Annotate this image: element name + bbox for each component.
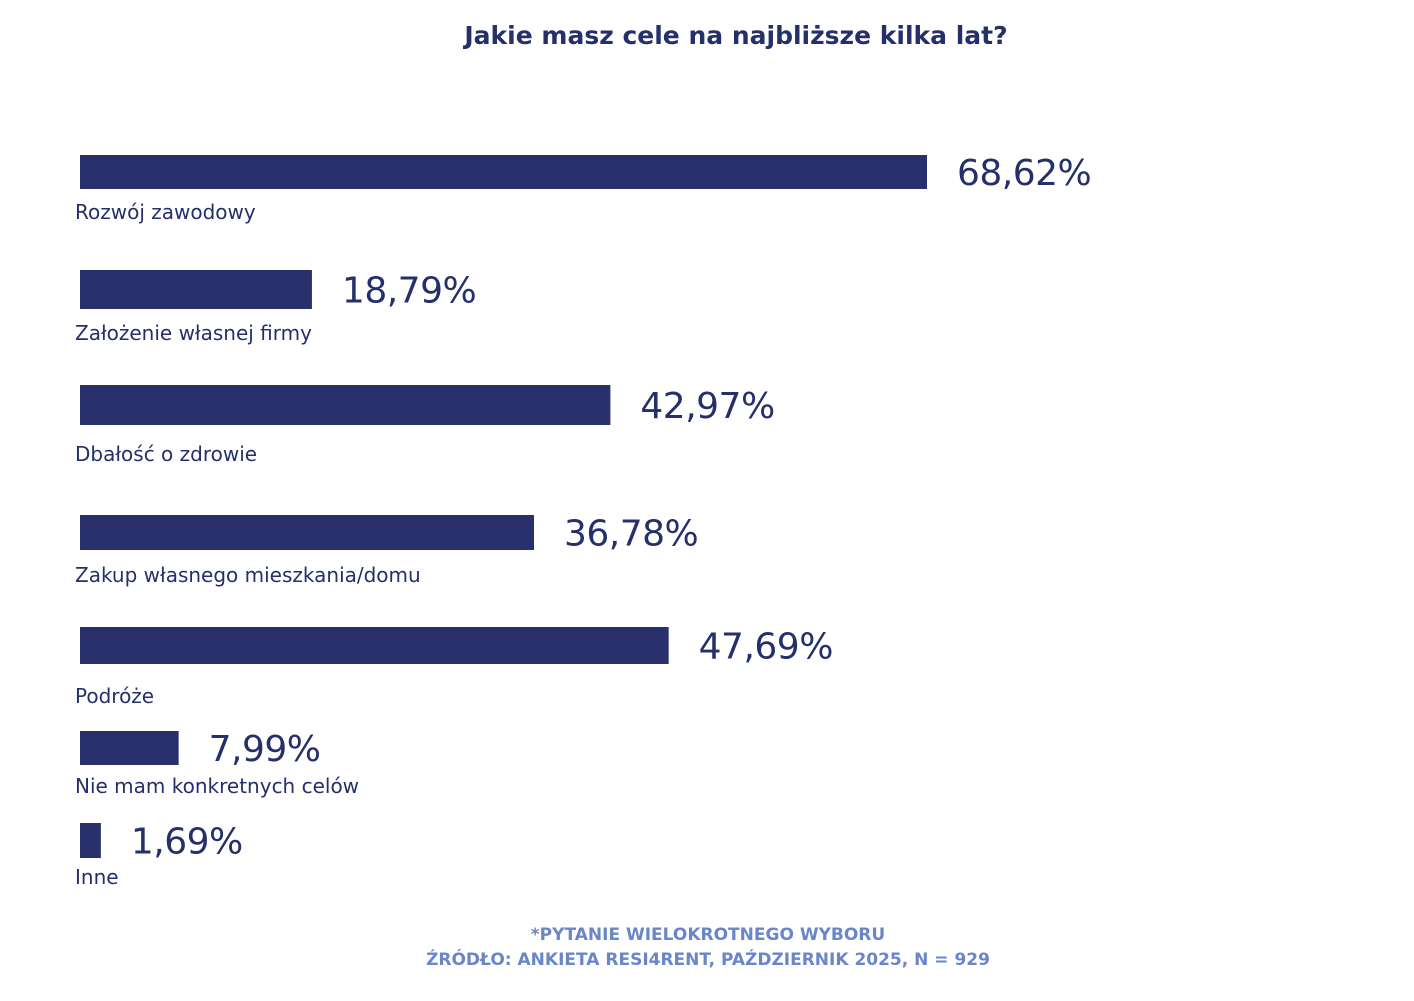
category-label-7: Inne [75,865,119,889]
value-label-5: 47,69% [699,627,833,668]
category-label-4: Zakup własnego mieszkania/domu [75,563,421,587]
value-label-1: 68,62% [957,153,1091,194]
category-label-6: Nie mam konkretnych celów [75,774,359,798]
bars-group: 68,62% Rozwój zawodowy 18,79% Założenie wła… [75,153,1092,889]
bar-4 [80,515,534,550]
value-label-4: 36,78% [564,514,698,555]
value-label-7: 1,69% [131,822,243,863]
value-label-2: 18,79% [342,271,476,312]
value-label-3: 42,97% [640,386,774,427]
category-label-2: Założenie własnej firmy [75,321,312,345]
footnote-source: ŹRÓDŁO: ANKIETA RESI4RENT, PAŹDZIERNIK 2… [426,948,990,970]
bar-6 [80,731,179,765]
bar-2 [80,270,312,309]
category-label-5: Podróże [75,684,154,708]
bar-3 [80,385,611,425]
bar-5 [80,627,669,664]
bar-7 [80,823,101,858]
value-label-6: 7,99% [209,729,321,770]
footnote-multiple-choice: *PYTANIE WIELOKROTNEGO WYBORU [531,925,885,945]
bar-1 [80,155,927,189]
category-label-3: Dbałość o zdrowie [75,442,257,466]
category-label-1: Rozwój zawodowy [75,200,256,224]
chart-title: Jakie masz cele na najbliższe kilka lat? [462,21,1007,50]
